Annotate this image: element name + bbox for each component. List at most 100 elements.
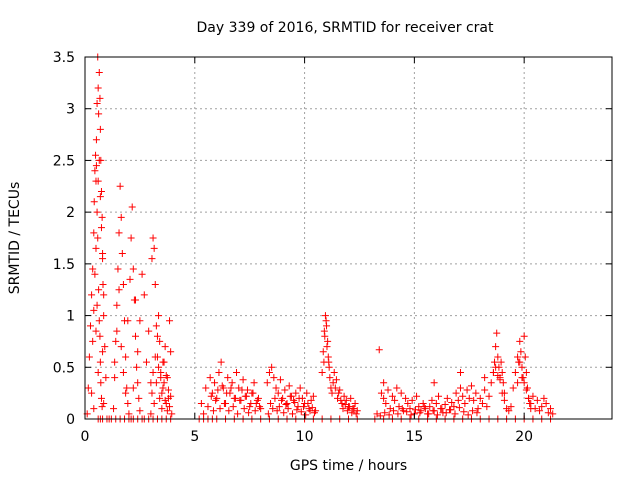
data-point (350, 405, 358, 413)
data-point (442, 409, 450, 417)
data-point (211, 379, 219, 387)
data-point (505, 407, 513, 415)
data-point (292, 389, 300, 397)
data-point (126, 275, 134, 283)
data-point (523, 384, 531, 392)
data-point (97, 187, 105, 195)
data-point (284, 405, 292, 413)
data-point (278, 396, 286, 404)
data-point (408, 396, 416, 404)
data-point (326, 374, 334, 382)
data-point (289, 410, 297, 418)
data-point (208, 389, 216, 397)
data-point (168, 410, 176, 418)
data-point (299, 403, 307, 411)
data-point (161, 396, 169, 404)
data-point (304, 399, 312, 407)
data-point (520, 379, 528, 387)
data-point (132, 296, 140, 304)
data-point (113, 327, 121, 335)
data-point (215, 368, 223, 376)
data-point (407, 411, 415, 419)
data-point (516, 337, 524, 345)
data-point (162, 399, 170, 407)
data-point (86, 322, 94, 330)
data-point (451, 410, 459, 418)
data-point (351, 399, 359, 407)
data-point (521, 353, 529, 361)
data-point (159, 384, 167, 392)
data-point (99, 255, 107, 263)
data-point (129, 265, 137, 273)
data-point (495, 363, 503, 371)
data-point (93, 100, 101, 108)
data-point (302, 411, 310, 419)
data-point (291, 398, 299, 406)
data-point (463, 386, 471, 394)
data-point (149, 234, 157, 242)
data-point (297, 408, 305, 416)
x-tick-label: 0 (81, 429, 90, 445)
data-point (238, 386, 246, 394)
data-point (320, 358, 328, 366)
data-point (97, 224, 105, 232)
data-point (343, 407, 351, 415)
data-point (247, 399, 255, 407)
data-point (111, 374, 119, 382)
data-point (111, 358, 119, 366)
data-point (246, 403, 254, 411)
data-point (500, 389, 508, 397)
data-point (113, 301, 121, 309)
data-point (492, 343, 500, 351)
data-point (549, 410, 557, 418)
data-point (403, 408, 411, 416)
data-point (92, 162, 100, 170)
data-point (167, 348, 175, 356)
data-point (494, 353, 502, 361)
data-point (398, 405, 406, 413)
data-point (303, 389, 311, 397)
data-point (520, 332, 528, 340)
data-point (118, 250, 126, 258)
data-point (529, 392, 537, 400)
data-point (473, 409, 481, 417)
data-point (481, 386, 489, 394)
data-point (323, 343, 331, 351)
data-point (346, 403, 354, 411)
data-point (461, 399, 469, 407)
data-point (233, 368, 241, 376)
data-point (454, 396, 462, 404)
data-point (275, 403, 283, 411)
data-point (271, 394, 279, 402)
data-point (134, 379, 142, 387)
data-point (148, 389, 156, 397)
data-point (218, 382, 226, 390)
data-point (394, 410, 402, 418)
data-point (160, 358, 168, 366)
data-point (129, 384, 137, 392)
data-point (438, 405, 446, 413)
data-point (485, 392, 493, 400)
y-tick-label: 2.5 (53, 153, 75, 169)
data-point (95, 317, 103, 325)
data-point (540, 394, 548, 402)
grid-layer (85, 57, 612, 419)
data-point (433, 411, 441, 419)
data-point (276, 376, 284, 384)
data-point (88, 291, 96, 299)
data-point (223, 389, 231, 397)
data-point (95, 156, 103, 164)
data-point (140, 291, 148, 299)
data-point (92, 151, 100, 159)
data-point (119, 368, 127, 376)
data-point (84, 384, 92, 392)
data-point (460, 408, 468, 416)
data-point (310, 409, 318, 417)
data-point (91, 167, 99, 175)
data-point (381, 409, 389, 417)
data-point (94, 177, 102, 185)
data-point (538, 403, 546, 411)
data-point (90, 229, 98, 237)
data-point (124, 399, 132, 407)
